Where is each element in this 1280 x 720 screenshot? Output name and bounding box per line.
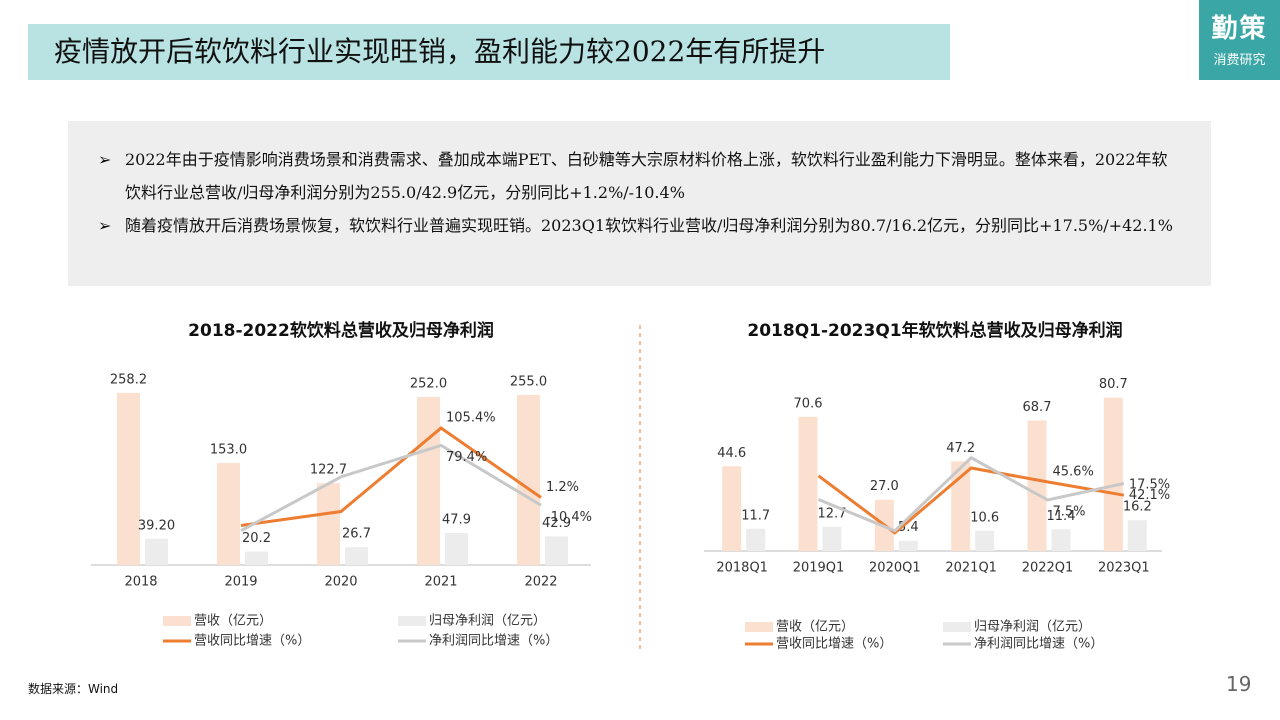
bar [345,547,368,565]
data-label: 10.6 [970,510,999,525]
bar [517,395,540,565]
data-label: 68.7 [1023,400,1052,415]
data-label: 11.4 [1047,509,1076,524]
data-label: 252.0 [410,377,447,392]
bar [951,461,971,551]
data-label: 258.2 [110,372,147,387]
line [240,443,542,532]
bar [1127,520,1147,551]
data-label: 12.7 [818,506,847,521]
legend-swatch [398,616,426,626]
bullet: ➢ 随着疫情放开后消费场景恢复，软饮料行业普遍实现旺销。2023Q1软饮料行业营收… [98,209,1181,242]
bar [445,533,468,565]
data-label: 7.5% [1053,504,1086,519]
source: 数据来源：Wind [28,682,119,696]
x-tick-label: 2021Q1 [945,561,997,576]
bar [722,466,742,551]
data-label: 17.5% [1129,478,1170,493]
data-label: 26.7 [342,527,371,542]
x-tick-label: 2020 [324,575,357,590]
summary-box: ➢ 2022年由于疫情影响消费场景和消费需求、叠加成本端PET、白砂糖等大宗原材料… [68,121,1211,286]
x-tick-label: 2018Q1 [716,561,768,576]
data-label: 255.0 [510,375,547,390]
x-tick-label: 2022Q1 [1022,561,1074,576]
bar [1051,529,1071,551]
bullet-text: 随着疫情放开后消费场景恢复，软饮料行业普遍实现旺销。2023Q1软饮料行业营收/… [125,216,1173,235]
page-number: 19 [1226,672,1252,696]
data-label: 70.6 [794,396,823,411]
legend-label: 营收同比增速（%） [776,637,892,652]
legend-swatch [943,622,971,632]
data-label: 27.0 [870,479,899,494]
data-label: 79.4% [446,450,487,465]
bar [898,540,918,551]
bar [798,416,818,551]
x-tick-label: 2018 [124,575,157,590]
legend-swatch [745,622,773,632]
bar [317,483,340,565]
x-tick-label: 2021 [424,575,457,590]
bar [746,528,766,551]
data-label: 45.6% [1053,464,1094,479]
data-label: 122.7 [310,463,347,478]
legend-label: 净利润同比增速（%） [429,634,558,649]
chart-title: 2018Q1-2023Q1年软饮料总营收及归母净利润 [747,320,1122,341]
bar [1027,420,1047,551]
legend-swatch [163,616,191,626]
slide-title: 疫情放开后软饮料行业实现旺销，盈利能力较2022年有所提升 [28,24,950,80]
bar [117,392,140,565]
data-label: 47.2 [946,441,975,456]
legend-label: 归母净利润（亿元） [429,614,546,629]
data-label: 80.7 [1099,377,1128,392]
data-label: 44.6 [717,446,746,461]
data-label: 39.20 [138,518,175,533]
bar [1103,397,1123,551]
data-label: 47.9 [442,513,471,528]
line [240,426,542,527]
x-tick-label: 2022 [524,575,557,590]
bar [822,526,842,551]
line [817,455,1125,533]
legend-label: 营收同比增速（%） [194,634,310,649]
bar [245,551,268,565]
logo-subtext: 消费研究 [1213,53,1266,68]
bar [217,463,240,565]
data-label: 105.4% [446,411,496,426]
data-label: 11.7 [741,508,770,523]
data-label: 16.2 [1123,500,1152,515]
legend-label: 营收（亿元） [194,614,272,629]
x-tick-label: 2023Q1 [1098,561,1150,576]
legend-label: 净利润同比增速（%） [974,637,1103,652]
legend-label: 营收（亿元） [776,620,854,635]
bullet: ➢ 2022年由于疫情影响消费场景和消费需求、叠加成本端PET、白砂糖等大宗原材料… [98,143,1181,209]
x-tick-label: 2019 [224,575,257,590]
logo-text: 勤策 [1211,14,1268,44]
bar [417,397,440,565]
line [817,466,1125,535]
data-label: -10.4% [546,510,592,525]
bullet-text: 2022年由于疫情影响消费场景和消费需求、叠加成本端PET、白砂糖等大宗原材料价… [125,150,1168,202]
data-label: 20.2 [242,531,271,546]
legend-label: 归母净利润（亿元） [974,620,1091,635]
data-label: 42.1% [1129,488,1170,503]
logo: 勤策 消费研究 [1199,0,1280,80]
x-tick-label: 2020Q1 [869,561,921,576]
chart-title: 2018-2022软饮料总营收及归母净利润 [188,320,494,341]
x-tick-label: 2019Q1 [793,561,845,576]
data-label: 153.0 [210,443,247,458]
data-label: 1.2% [546,480,579,495]
bar [975,530,995,551]
data-label: 42.9 [542,516,571,531]
bar [545,536,568,565]
bar [145,538,168,565]
